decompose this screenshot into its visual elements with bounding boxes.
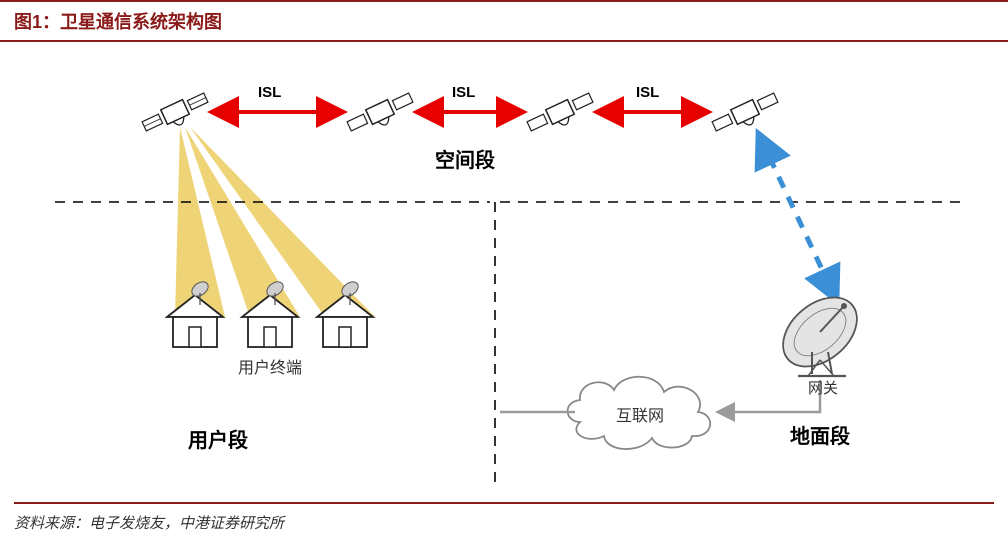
gateway-label: 网关 — [808, 377, 838, 398]
satellite-4 — [711, 90, 782, 139]
footer-rule — [14, 502, 994, 504]
source-text: 资料来源：电子发烧友，中港证券研究所 — [0, 508, 1008, 537]
isl-label-2: ISL — [452, 84, 475, 101]
isl-label-3: ISL — [636, 84, 659, 101]
gateway-dish-icon — [770, 284, 870, 381]
internet-label: 互联网 — [616, 402, 664, 426]
space-segment-label: 空间段 — [435, 144, 495, 173]
uplink — [760, 137, 835, 297]
satellite-1 — [141, 90, 212, 139]
satellite-2 — [346, 90, 417, 139]
isl-label-1: ISL — [258, 84, 281, 101]
diagram-svg — [0, 42, 1008, 502]
diagram: ISL ISL ISL 空间段 用户终端 用户段 互联网 网关 地面段 — [0, 42, 1008, 502]
satellite-3 — [526, 90, 597, 139]
ground-segment-label: 地面段 — [790, 420, 850, 449]
user-terminal-label: 用户终端 — [238, 354, 302, 378]
figure-title-bar: 图1：卫星通信系统架构图 — [0, 0, 1008, 42]
user-segment-label: 用户段 — [188, 424, 248, 453]
gateway-to-cloud-link — [720, 380, 820, 412]
figure-title: 图1：卫星通信系统架构图 — [14, 12, 222, 32]
